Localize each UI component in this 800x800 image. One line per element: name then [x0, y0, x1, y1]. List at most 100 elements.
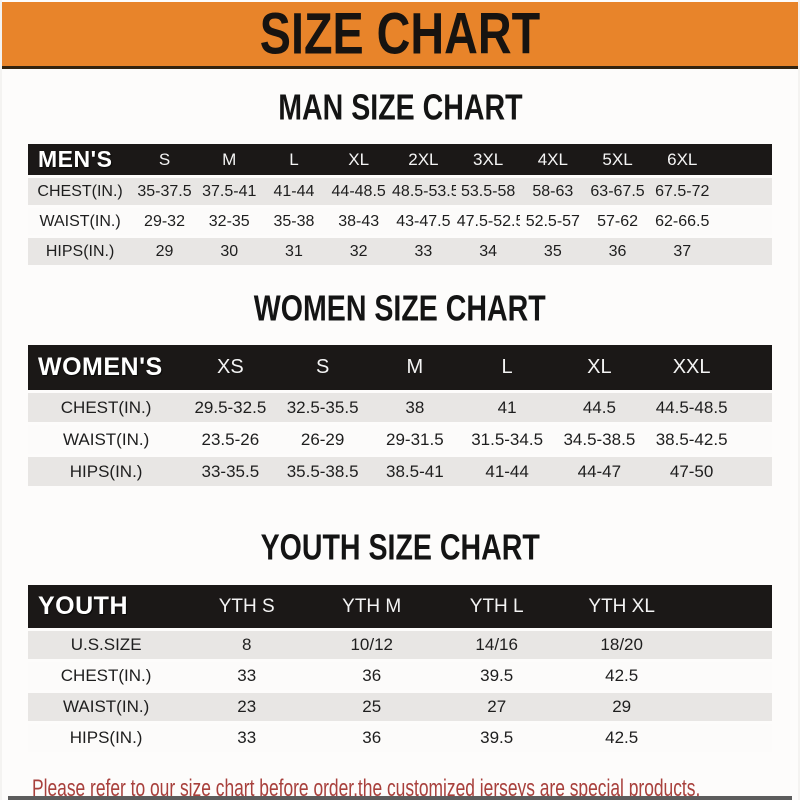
youth-ussize-row: U.S.SIZE 8 10/12 14/16 18/20	[28, 631, 772, 659]
size-column-cell: 4XL	[520, 144, 586, 175]
size-value-cell: 44.5-48.5	[645, 393, 738, 422]
row-label-cell: HIPS(IN.)	[28, 238, 133, 265]
size-value-cell: 25	[309, 693, 435, 721]
size-value-cell: 31	[261, 238, 327, 265]
size-value-cell: 26-29	[276, 425, 369, 454]
spacer-cell	[684, 631, 772, 659]
men-waist-row: WAIST(IN.) 29-32 32-35 35-38 38-43 43-47…	[28, 208, 772, 235]
youth-chest-row: CHEST(IN.) 33 36 39.5 42.5	[28, 662, 772, 690]
size-value-cell: 35-38	[261, 208, 327, 235]
row-label-cell: CHEST(IN.)	[28, 178, 133, 205]
size-value-cell: 23.5-26	[184, 425, 277, 454]
row-label-cell: CHEST(IN.)	[28, 393, 185, 422]
size-value-cell: 29-32	[132, 208, 197, 235]
spacer-cell	[737, 457, 772, 486]
men-chest-row: CHEST(IN.) 35-37.5 37.5-41 41-44 44-48.5…	[28, 178, 772, 205]
women-waist-row: WAIST(IN.) 23.5-26 26-29 29-31.5 31.5-34…	[28, 425, 772, 454]
size-column-cell: 3XL	[455, 144, 521, 175]
size-value-cell: 36	[309, 724, 435, 752]
size-value-cell: 39.5	[434, 724, 560, 752]
men-hips-row: HIPS(IN.) 29 30 31 32 33 34 35 36 37	[28, 238, 772, 265]
size-value-cell: 36	[585, 238, 650, 265]
size-value-cell: 37	[649, 238, 715, 265]
women-hips-row: HIPS(IN.) 33-35.5 35.5-38.5 38.5-41 41-4…	[28, 457, 772, 486]
size-value-cell: 43-47.5	[391, 208, 456, 235]
size-column-cell: 2XL	[391, 144, 456, 175]
men-header-label: MEN'S	[28, 144, 133, 175]
banner-title: SIZE CHART	[259, 1, 541, 67]
youth-table-header-row: YOUTH YTH S YTH M YTH L YTH XL	[28, 585, 772, 628]
size-value-cell: 48.5-53.5	[391, 178, 456, 205]
size-value-cell: 32-35	[196, 208, 262, 235]
size-value-cell: 32.5-35.5	[276, 393, 369, 422]
size-value-cell: 44-48.5	[326, 178, 392, 205]
size-value-cell: 39.5	[434, 662, 560, 690]
size-value-cell: 47.5-52.5	[455, 208, 521, 235]
size-value-cell: 42.5	[559, 662, 685, 690]
disclaimer-text: Please refer to our size chart before or…	[32, 773, 798, 800]
spacer-cell	[714, 178, 772, 205]
size-column-cell: XL	[326, 144, 392, 175]
section-title-women: WOMEN SIZE CHART	[254, 288, 546, 330]
spacer-cell	[737, 393, 772, 422]
youth-waist-row: WAIST(IN.) 23 25 27 29	[28, 693, 772, 721]
size-column-cell: 5XL	[585, 144, 650, 175]
size-value-cell: 29	[132, 238, 197, 265]
size-value-cell: 63-67.5	[585, 178, 650, 205]
size-value-cell: 53.5-58	[455, 178, 521, 205]
row-label-cell: HIPS(IN.)	[28, 457, 185, 486]
disclaimer-line-1: Please refer to our size chart before or…	[32, 775, 701, 800]
size-value-cell: 58-63	[520, 178, 586, 205]
size-value-cell: 29.5-32.5	[184, 393, 277, 422]
row-label-cell: HIPS(IN.)	[28, 724, 185, 752]
youth-hips-row: HIPS(IN.) 33 36 39.5 42.5	[28, 724, 772, 752]
row-label-cell: WAIST(IN.)	[28, 208, 133, 235]
size-value-cell: 18/20	[559, 631, 685, 659]
size-value-cell: 34	[455, 238, 521, 265]
size-value-cell: 41	[460, 393, 554, 422]
size-column-cell: XL	[553, 345, 646, 390]
youth-header-label: YOUTH	[28, 585, 185, 628]
size-value-cell: 67.5-72	[649, 178, 715, 205]
row-label-cell: U.S.SIZE	[28, 631, 185, 659]
size-value-cell: 31.5-34.5	[460, 425, 554, 454]
size-value-cell: 44-47	[553, 457, 646, 486]
size-value-cell: 41-44	[460, 457, 554, 486]
size-value-cell: 35	[520, 238, 586, 265]
spacer-cell	[737, 345, 772, 390]
size-value-cell: 38.5-42.5	[645, 425, 738, 454]
size-value-cell: 8	[184, 631, 310, 659]
row-label-cell: CHEST(IN.)	[28, 662, 185, 690]
men-size-table: MEN'S S M L XL 2XL 3XL 4XL 5XL 6XL CHEST…	[28, 141, 772, 268]
size-value-cell: 35.5-38.5	[276, 457, 369, 486]
size-value-cell: 37.5-41	[196, 178, 262, 205]
size-value-cell: 33	[391, 238, 456, 265]
size-column-cell: S	[132, 144, 197, 175]
size-column-cell: M	[196, 144, 262, 175]
size-value-cell: 38	[368, 393, 461, 422]
row-label-cell: WAIST(IN.)	[28, 425, 185, 454]
size-value-cell: 34.5-38.5	[553, 425, 646, 454]
spacer-cell	[684, 585, 772, 628]
women-chest-row: CHEST(IN.) 29.5-32.5 32.5-35.5 38 41 44.…	[28, 393, 772, 422]
youth-size-table: YOUTH YTH S YTH M YTH L YTH XL U.S.SIZE …	[28, 582, 772, 755]
size-value-cell: 33	[184, 724, 310, 752]
size-value-cell: 27	[434, 693, 560, 721]
size-column-cell: XS	[184, 345, 277, 390]
size-value-cell: 47-50	[645, 457, 738, 486]
row-label-cell: WAIST(IN.)	[28, 693, 185, 721]
size-column-cell: L	[460, 345, 554, 390]
size-value-cell: 29	[559, 693, 685, 721]
size-column-cell: L	[261, 144, 327, 175]
spacer-cell	[714, 238, 772, 265]
size-column-cell: YTH XL	[559, 585, 685, 628]
size-column-cell: YTH M	[309, 585, 435, 628]
bottom-divider-bar	[8, 796, 792, 800]
size-value-cell: 23	[184, 693, 310, 721]
spacer-cell	[714, 144, 772, 175]
section-title-youth: YOUTH SIZE CHART	[260, 527, 540, 569]
women-header-label: WOMEN'S	[28, 345, 185, 390]
size-value-cell: 44.5	[553, 393, 646, 422]
size-value-cell: 52.5-57	[520, 208, 586, 235]
